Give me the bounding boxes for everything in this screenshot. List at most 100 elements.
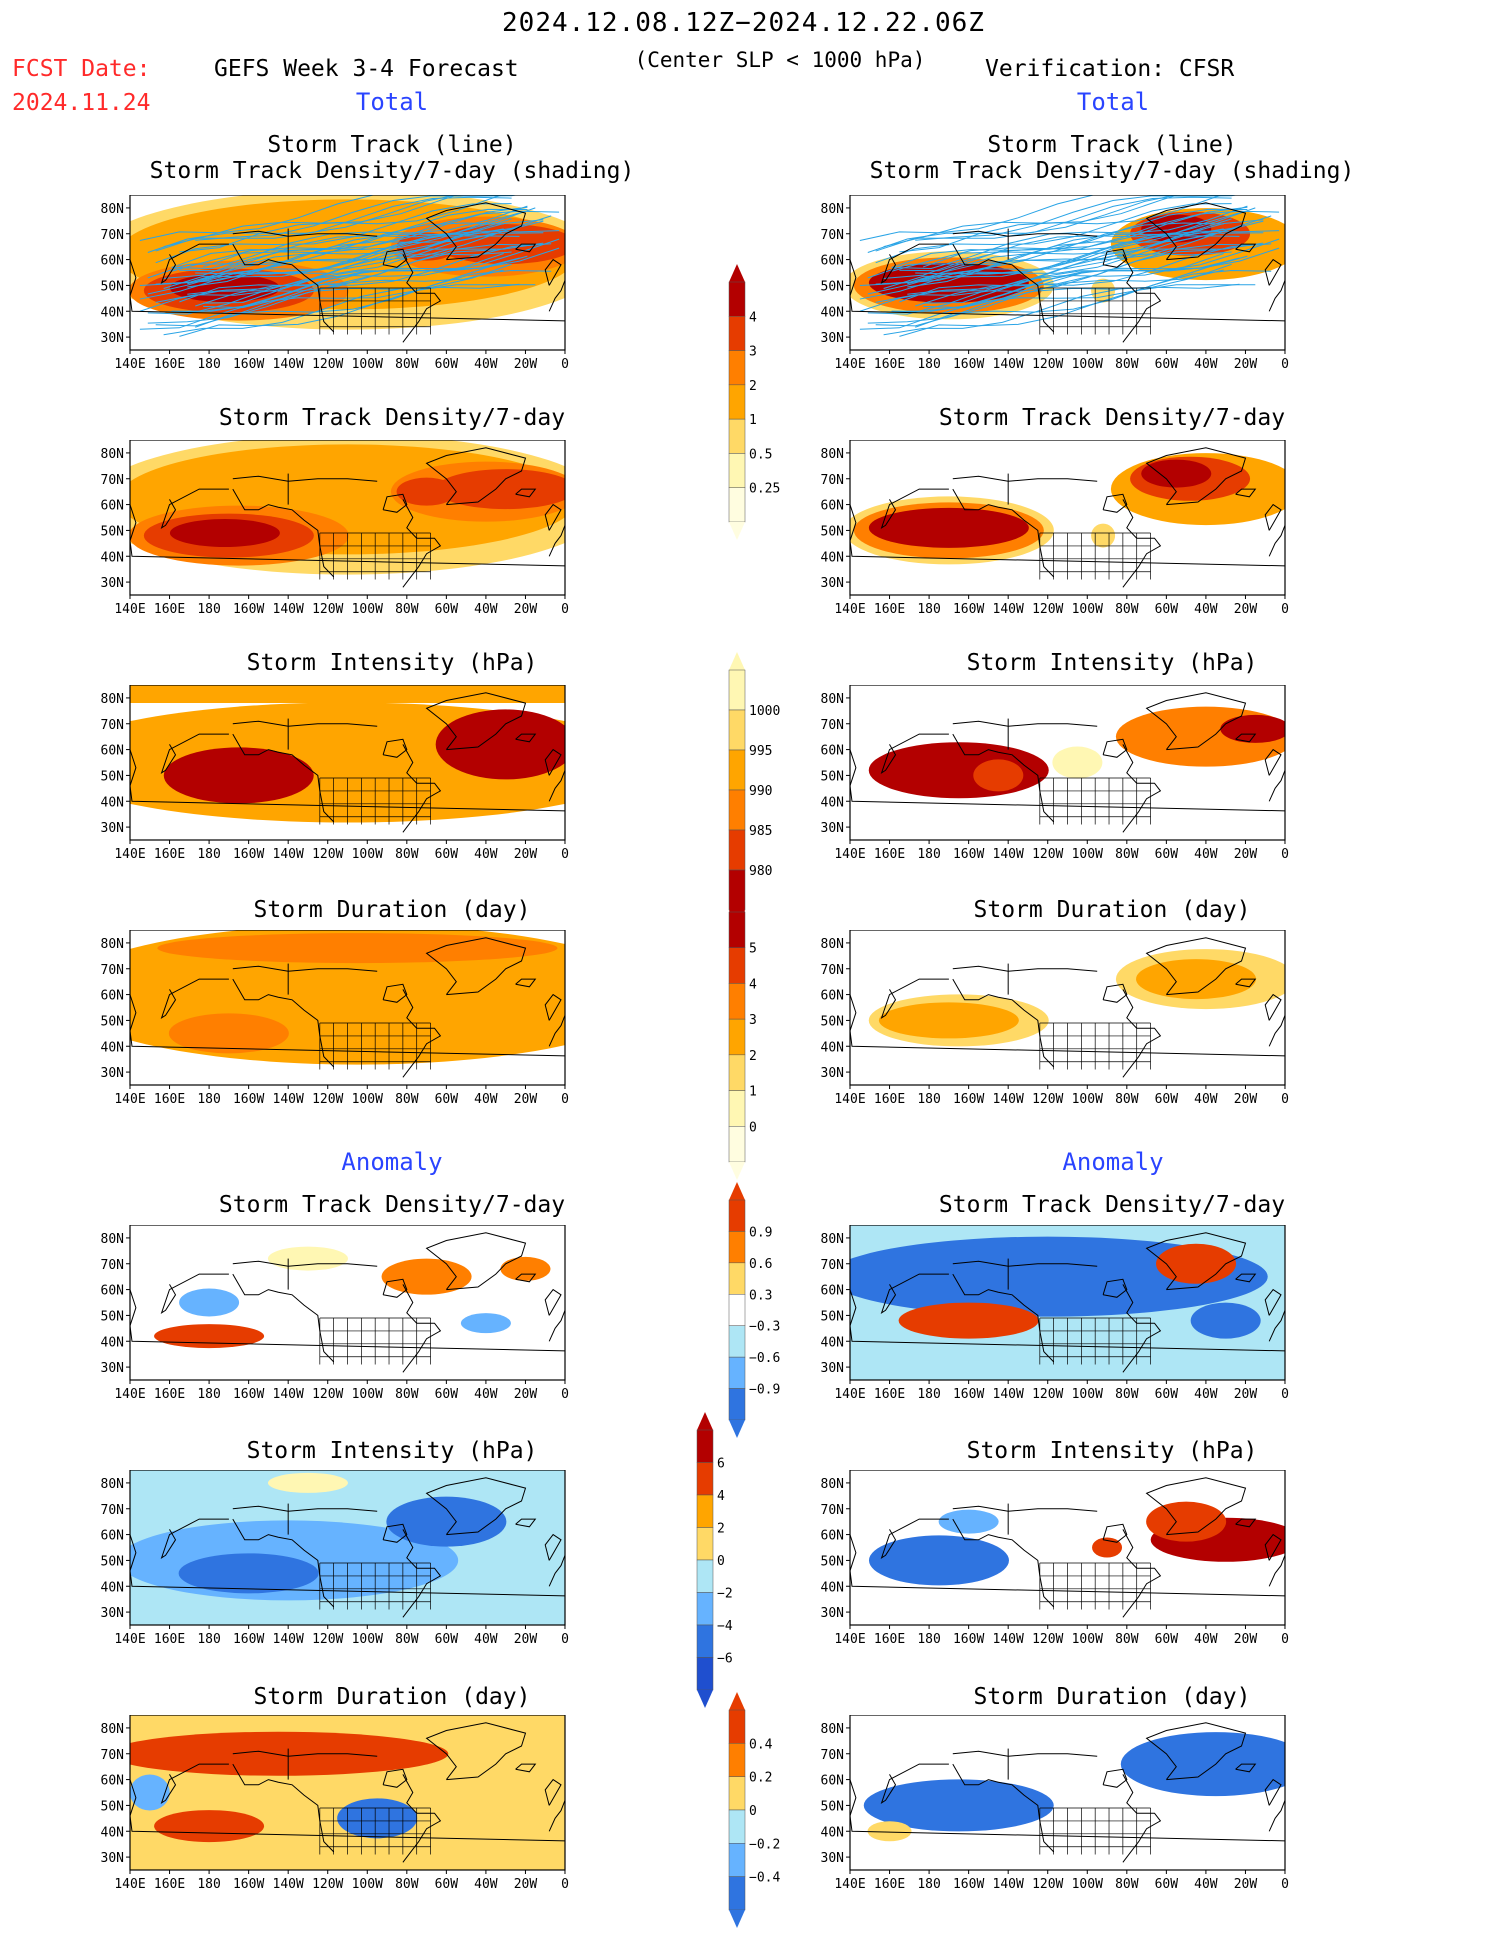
lon-tick-label: 160E <box>874 1632 905 1647</box>
lon-tick-label: 100W <box>1072 1387 1103 1402</box>
lat-tick-label: 40N <box>101 305 124 320</box>
lat-tick-label: 60N <box>821 499 844 514</box>
map-intensity-left: 80N 70N 60N 50N 40N 30N 140E 160E 180 160W 140W 120… <box>88 684 608 879</box>
lon-tick-label: 140E <box>834 357 865 372</box>
lon-tick-label: 140E <box>834 602 865 617</box>
lat-tick-label: 80N <box>101 447 124 462</box>
lon-tick-label: 40W <box>1194 1877 1218 1892</box>
lon-tick-label: 20W <box>514 1387 538 1402</box>
density-region <box>868 507 1029 548</box>
lon-tick-label: 20W <box>1234 1387 1258 1402</box>
lon-tick-label: 60W <box>435 1092 459 1107</box>
anomaly-region <box>154 1810 265 1843</box>
map-shading <box>850 1470 1285 1625</box>
lon-tick-label: 0 <box>561 1877 569 1892</box>
anomaly-region <box>386 1496 507 1547</box>
storm-track-line <box>195 243 552 307</box>
lat-tick-label: 50N <box>821 769 844 784</box>
lat-tick-label: 70N <box>821 718 844 733</box>
lat-tick-label: 70N <box>821 1503 844 1518</box>
lon-tick-label: 20W <box>514 847 538 862</box>
lon-tick-label: 0 <box>1281 1092 1289 1107</box>
colorbar-segment <box>728 350 746 386</box>
lat-tick-label: 60N <box>101 254 124 269</box>
lon-tick-label: 160E <box>154 1387 185 1402</box>
title-density-anom-right: Storm Track Density/7-day <box>938 1192 1286 1218</box>
map-frame <box>129 194 566 351</box>
lon-tick-label: 60W <box>1155 1632 1179 1647</box>
lon-tick-label: 160E <box>154 602 185 617</box>
anomaly-region <box>337 1798 418 1839</box>
map-frame <box>849 1714 1286 1871</box>
colorbar-segment <box>728 1054 746 1091</box>
lat-tick-label: 70N <box>101 1748 124 1763</box>
lon-tick-label: 0 <box>561 602 569 617</box>
lon-tick-label: 120W <box>312 357 343 372</box>
lon-tick-label: 140E <box>834 1877 865 1892</box>
storm-track-line <box>867 228 1224 295</box>
map-shading <box>850 1715 1285 1870</box>
lon-tick-label: 120W <box>312 1877 343 1892</box>
lon-tick-label: 180 <box>917 602 940 617</box>
lon-tick-label: 60W <box>1155 847 1179 862</box>
intensity-region <box>973 759 1024 792</box>
colorbar-segment <box>696 1494 714 1528</box>
density-region <box>396 477 457 506</box>
lon-tick-label: 60W <box>1155 1092 1179 1107</box>
lon-tick-label: 160W <box>953 847 984 862</box>
lon-tick-label: 140E <box>834 1092 865 1107</box>
storm-track-line <box>187 242 544 295</box>
colorbar-tick-label: 0.4 <box>749 1737 773 1752</box>
lon-tick-label: 0 <box>1281 1387 1289 1402</box>
lon-tick-label: 120W <box>312 847 343 862</box>
lon-tick-label: 80W <box>395 847 419 862</box>
lon-tick-label: 160W <box>233 357 264 372</box>
map-density-anom-right: 80N 70N 60N 50N 40N 30N 140E 160E 180 160W 140W 120… <box>808 1224 1328 1419</box>
left-figure-title: GEFS Week 3-4 Forecast <box>214 56 519 82</box>
lon-tick-label: 160E <box>154 847 185 862</box>
lat-tick-label: 60N <box>821 254 844 269</box>
lon-tick-label: 40W <box>1194 602 1218 617</box>
title-duration-right: Storm Duration (day) <box>973 897 1251 923</box>
colorbar-tick-label: −0.4 <box>749 1871 780 1886</box>
lat-tick-label: 70N <box>101 473 124 488</box>
lat-tick-label: 70N <box>821 473 844 488</box>
map-frame <box>849 1224 1286 1381</box>
storm-track-line <box>899 207 1256 272</box>
lon-tick-label: 60W <box>1155 1877 1179 1892</box>
lon-tick-label: 0 <box>1281 357 1289 372</box>
colorbar-segment <box>728 1231 746 1264</box>
lat-tick-label: 70N <box>821 963 844 978</box>
lat-tick-label: 30N <box>101 331 124 346</box>
lat-tick-label: 80N <box>821 447 844 462</box>
title-duration-anom-left: Storm Duration (day) <box>253 1684 531 1710</box>
lon-tick-label: 80W <box>1115 1877 1139 1892</box>
storm-track-line <box>155 218 512 285</box>
colorbar-segment <box>728 1876 746 1911</box>
storm-track-line <box>139 264 496 330</box>
lat-tick-label: 40N <box>821 1825 844 1840</box>
colorbar-tick-label: −2 <box>717 1587 733 1602</box>
lon-tick-label: 80W <box>1115 1092 1139 1107</box>
map-shading <box>130 1470 565 1625</box>
colorbar-segment <box>728 1356 746 1389</box>
lon-tick-label: 60W <box>435 1387 459 1402</box>
anomaly-region <box>154 1324 265 1349</box>
us-state-borders <box>1039 1562 1151 1610</box>
colorbar-segment <box>728 1709 746 1744</box>
lon-tick-label: 0 <box>1281 1877 1289 1892</box>
lat-tick-label: 30N <box>101 576 124 591</box>
title-track-line-right: Storm Track (line) <box>987 132 1237 158</box>
lon-tick-label: 80W <box>1115 602 1139 617</box>
lon-tick-label: 80W <box>395 1092 419 1107</box>
storm-track-line <box>171 255 528 312</box>
map-frame <box>849 929 1286 1086</box>
lon-tick-label: 0 <box>1281 847 1289 862</box>
colorbar-segment <box>728 1325 746 1358</box>
intensity-region <box>435 709 565 780</box>
title-intensity-left: Storm Intensity (hPa) <box>246 650 538 676</box>
lat-tick-label: 40N <box>101 1335 124 1350</box>
us-state-borders <box>1039 1317 1151 1365</box>
storm-track-line <box>875 218 1232 285</box>
colorbar-segment <box>696 1657 714 1691</box>
